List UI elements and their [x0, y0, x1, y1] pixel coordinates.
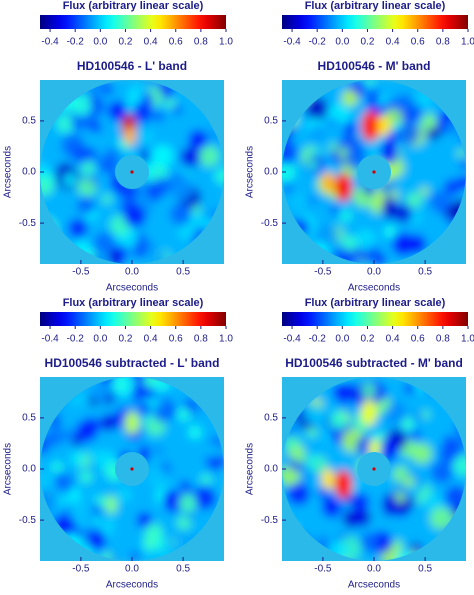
- x-tick-label: -0.5: [72, 267, 90, 278]
- colorbar-tick-label: 0.0: [335, 334, 349, 345]
- x-tick-label: -0.5: [314, 267, 332, 278]
- panel-title: HD100546 subtracted - L' band: [45, 356, 220, 370]
- x-tick-label: 0.0: [125, 564, 139, 575]
- colorbar-tick-label: -0.2: [67, 334, 85, 345]
- y-tick-label: -0.5: [261, 515, 279, 526]
- panel: Flux (arbitrary linear scale) -0.4 -0.2 0.0…: [245, 297, 474, 591]
- y-axis-label: Arcseconds: [245, 443, 256, 495]
- colorbar-tick-label: 0.0: [93, 37, 107, 48]
- y-tick-label: 0.0: [264, 464, 278, 475]
- panel-title: HD100546 - M' band: [318, 59, 431, 73]
- star-position: [372, 467, 376, 471]
- panel-title: HD100546 subtracted - M' band: [285, 356, 463, 370]
- x-tick-label: 0.5: [418, 267, 432, 278]
- star-position: [130, 467, 134, 471]
- colorbar: [40, 15, 226, 29]
- panel: Flux (arbitrary linear scale) -0.4 -0.2 0.0…: [3, 297, 234, 591]
- colorbar-title: Flux (arbitrary linear scale): [63, 0, 204, 12]
- colorbar-tick-label: 0.6: [169, 37, 183, 48]
- colorbar-tick-label: 0.4: [386, 334, 400, 345]
- colorbar-tick-label: 0.8: [436, 37, 450, 48]
- star-position: [130, 170, 134, 174]
- y-tick-label: 0.0: [22, 167, 36, 178]
- star-position: [372, 170, 376, 174]
- x-tick-label: 0.5: [418, 564, 432, 575]
- colorbar-tick-label: 0.6: [411, 334, 425, 345]
- x-axis-label: Arcseconds: [348, 580, 400, 591]
- colorbar-tick-label: 0.0: [93, 334, 107, 345]
- colorbar-tick-label: 1.0: [461, 334, 474, 345]
- x-tick-label: 0.0: [125, 267, 139, 278]
- colorbar-tick-label: -0.2: [309, 334, 327, 345]
- colorbar-tick-label: 0.0: [335, 37, 349, 48]
- colorbar: [40, 312, 226, 326]
- y-tick-label: 0.5: [264, 413, 278, 424]
- y-tick-label: -0.5: [19, 218, 37, 229]
- x-axis-label: Arcseconds: [106, 283, 158, 294]
- colorbar-tick-label: -0.2: [67, 37, 85, 48]
- colorbar: [282, 312, 468, 326]
- y-tick-label: 0.0: [264, 167, 278, 178]
- colorbar-tick-label: 0.8: [194, 334, 208, 345]
- y-tick-label: -0.5: [19, 515, 37, 526]
- colorbar-tick-label: 0.2: [361, 334, 375, 345]
- y-axis-label: Arcseconds: [3, 443, 14, 495]
- colorbar-tick-label: 0.8: [194, 37, 208, 48]
- colorbar-tick-label: -0.4: [283, 37, 301, 48]
- panel-title: HD100546 - L' band: [77, 59, 187, 73]
- x-axis-label: Arcseconds: [106, 580, 158, 591]
- x-tick-label: -0.5: [314, 564, 332, 575]
- colorbar-tick-label: -0.4: [283, 334, 301, 345]
- colorbar-tick-label: -0.4: [41, 334, 59, 345]
- x-tick-label: -0.5: [72, 564, 90, 575]
- x-tick-label: 0.5: [176, 564, 190, 575]
- y-tick-label: 0.5: [22, 116, 36, 127]
- colorbar-tick-label: 1.0: [219, 37, 233, 48]
- panel: Flux (arbitrary linear scale) -0.4 -0.2 0.0…: [3, 0, 234, 294]
- y-axis-label: Arcseconds: [3, 146, 14, 198]
- y-tick-label: -0.5: [261, 218, 279, 229]
- y-tick-label: 0.5: [264, 116, 278, 127]
- colorbar-tick-label: 0.2: [361, 37, 375, 48]
- colorbar-tick-label: 1.0: [461, 37, 474, 48]
- colorbar-title: Flux (arbitrary linear scale): [63, 297, 204, 309]
- colorbar-tick-label: 0.4: [144, 334, 158, 345]
- x-tick-label: 0.0: [367, 267, 381, 278]
- colorbar-title: Flux (arbitrary linear scale): [305, 297, 446, 309]
- y-tick-label: 0.0: [22, 464, 36, 475]
- panel: Flux (arbitrary linear scale) -0.4 -0.2 0.0…: [245, 0, 474, 294]
- colorbar-tick-label: 0.4: [144, 37, 158, 48]
- x-tick-label: 0.5: [176, 267, 190, 278]
- colorbar-tick-label: 0.4: [386, 37, 400, 48]
- colorbar-tick-label: -0.4: [41, 37, 59, 48]
- colorbar-tick-label: 0.8: [436, 334, 450, 345]
- x-axis-label: Arcseconds: [348, 283, 400, 294]
- colorbar-tick-label: 0.6: [169, 334, 183, 345]
- colorbar-title: Flux (arbitrary linear scale): [305, 0, 446, 12]
- colorbar-tick-label: 0.6: [411, 37, 425, 48]
- colorbar-tick-label: -0.2: [309, 37, 327, 48]
- colorbar-tick-label: 1.0: [219, 334, 233, 345]
- colorbar-tick-label: 0.2: [119, 334, 133, 345]
- colorbar: [282, 15, 468, 29]
- y-axis-label: Arcseconds: [245, 146, 256, 198]
- colorbar-tick-label: 0.2: [119, 37, 133, 48]
- x-tick-label: 0.0: [367, 564, 381, 575]
- y-tick-label: 0.5: [22, 413, 36, 424]
